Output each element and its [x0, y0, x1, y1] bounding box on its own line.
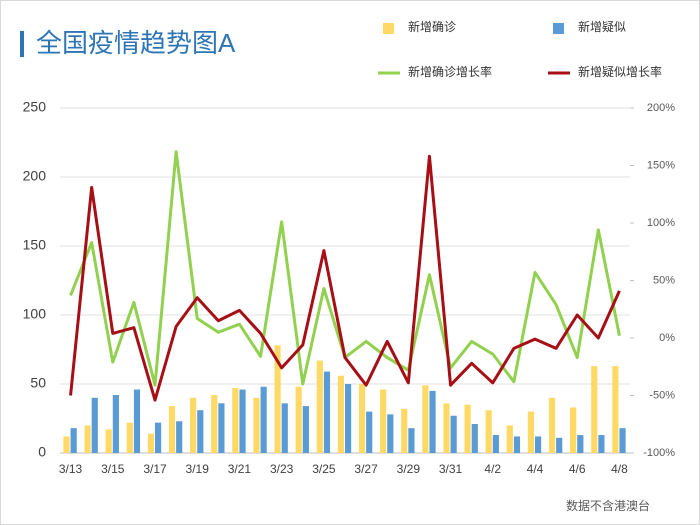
y2-tick-label: 50%	[653, 274, 675, 286]
y2-tick-label: 0%	[659, 332, 675, 344]
x-tick-label: 4/8	[611, 462, 628, 476]
bar	[211, 395, 218, 453]
y2-tick-label: -100%	[643, 447, 675, 459]
y2-tick-label: 200%	[647, 102, 675, 114]
bar	[197, 410, 204, 453]
bar	[126, 422, 133, 453]
bar	[485, 410, 492, 453]
x-tick-label: 3/25	[312, 462, 336, 476]
legend-label: 新增疑似增长率	[578, 64, 662, 79]
bar	[358, 384, 366, 453]
bar	[274, 345, 281, 453]
y-tick-label: 200	[23, 168, 47, 184]
bar	[63, 436, 70, 453]
bar	[253, 397, 260, 453]
bar	[535, 436, 542, 453]
bar	[168, 406, 176, 453]
bar	[323, 371, 331, 453]
legend-label: 新增确诊	[408, 19, 456, 34]
bar	[591, 366, 598, 453]
bar	[548, 397, 556, 453]
bar	[260, 386, 267, 453]
line	[69, 154, 621, 402]
bar	[464, 404, 471, 453]
bar	[281, 403, 288, 453]
x-tick-label: 4/4	[527, 462, 544, 476]
bar	[70, 428, 77, 453]
bar	[316, 360, 323, 453]
bar	[387, 414, 394, 453]
y-tick-label: 0	[38, 444, 46, 460]
x-tick-label: 3/15	[101, 462, 125, 476]
legend-label: 新增确诊增长率	[408, 64, 492, 79]
bar	[450, 415, 457, 453]
bar	[155, 422, 162, 453]
bar	[556, 437, 563, 453]
y-tick-label: 150	[23, 237, 47, 253]
bar	[408, 428, 415, 453]
bar	[91, 397, 98, 453]
y2-tick-label: 100%	[647, 217, 675, 229]
bar	[366, 411, 373, 453]
bar	[232, 388, 239, 453]
bar	[577, 435, 584, 453]
bar	[429, 390, 436, 453]
bar	[147, 433, 154, 453]
bar	[471, 424, 478, 453]
y2-tick-label: -50%	[649, 389, 675, 401]
bar	[176, 421, 183, 453]
x-tick-label: 3/29	[397, 462, 421, 476]
y-tick-label: 100	[23, 306, 47, 322]
x-tick-label: 3/23	[270, 462, 294, 476]
bar	[239, 389, 246, 453]
x-tick-label: 4/2	[484, 462, 501, 476]
bar	[443, 403, 450, 453]
legend-swatch	[553, 23, 564, 34]
bar	[302, 406, 309, 453]
bar	[295, 386, 302, 453]
x-tick-label: 3/31	[439, 462, 463, 476]
x-tick-label: 3/27	[354, 462, 378, 476]
y2-tick-label: 150%	[647, 159, 675, 171]
bar	[190, 397, 197, 453]
bar	[492, 435, 499, 453]
x-tick-label: 3/17	[143, 462, 167, 476]
bar	[112, 395, 119, 453]
chart-title: 全国疫情趋势图A	[36, 28, 236, 58]
x-tick-label: 3/21	[228, 462, 252, 476]
bar	[527, 411, 534, 453]
legend-swatch	[383, 23, 394, 34]
bar	[345, 384, 352, 453]
bar	[598, 435, 605, 453]
bar	[612, 366, 619, 453]
note: 数据不含港澳台	[566, 498, 650, 513]
bar	[84, 425, 91, 453]
y-tick-label: 50	[30, 375, 46, 391]
bar	[105, 429, 112, 453]
bar	[422, 385, 429, 453]
bar	[401, 408, 408, 453]
bar	[619, 428, 626, 453]
legend-label: 新增疑似	[578, 19, 626, 34]
bar	[380, 389, 387, 453]
bar	[337, 375, 344, 453]
bar	[513, 436, 521, 453]
x-tick-label: 3/19	[186, 462, 210, 476]
title-accent	[20, 31, 24, 57]
bar	[570, 407, 577, 453]
bar	[506, 425, 513, 453]
y-tick-label: 250	[23, 99, 47, 115]
bar	[218, 403, 225, 453]
x-tick-label: 4/6	[569, 462, 586, 476]
x-tick-label: 3/13	[59, 462, 83, 476]
bar	[133, 389, 141, 453]
